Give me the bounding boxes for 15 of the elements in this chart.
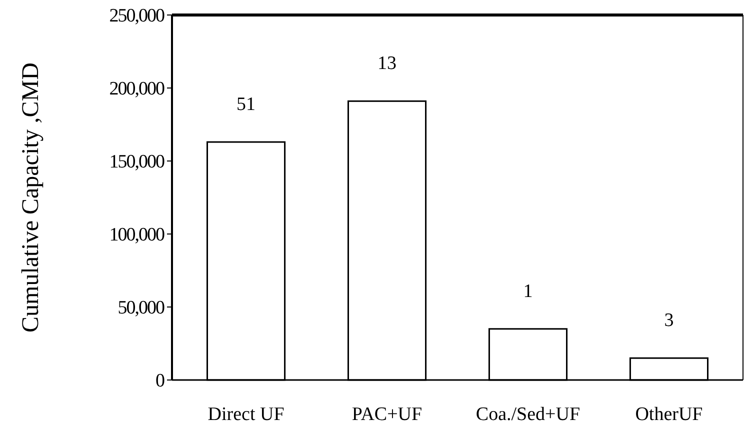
x-tick-label: PAC+UF bbox=[352, 404, 422, 425]
x-tick-label: Coa./Sed+UF bbox=[476, 404, 580, 425]
x-tick-label: Direct UF bbox=[208, 404, 284, 425]
x-tick-label: OtherUF bbox=[635, 404, 703, 425]
y-tick-label: 200,000 bbox=[109, 78, 164, 100]
y-tick-label: 100,000 bbox=[109, 224, 164, 246]
y-axis-title: Cumulative Capacity ,CMD bbox=[18, 62, 44, 332]
y-tick-label: 150,000 bbox=[109, 152, 164, 173]
y-tick-label: 0 bbox=[156, 370, 164, 392]
annotation: 13 bbox=[378, 53, 397, 74]
y-tick-label: 250,000 bbox=[109, 6, 164, 27]
annotation: 51 bbox=[236, 94, 256, 116]
y-tick-label: 50,000 bbox=[118, 298, 164, 319]
annotation: 3 bbox=[664, 310, 674, 332]
annotation: 1 bbox=[523, 280, 533, 302]
